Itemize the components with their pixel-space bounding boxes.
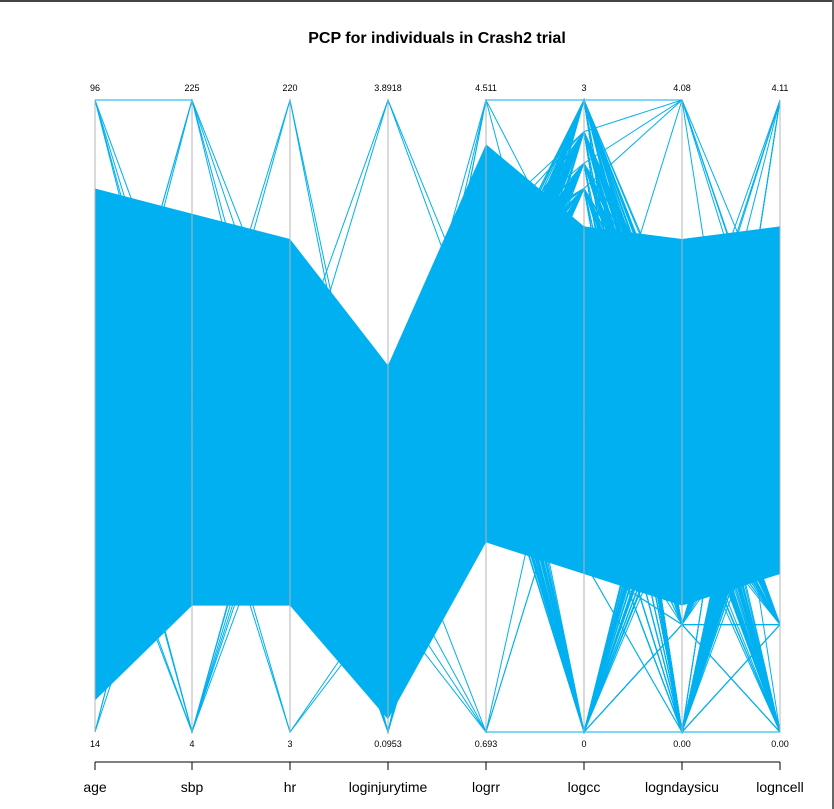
axis-name-sbp: sbp bbox=[181, 779, 204, 795]
axis-max-label-logcc: 3 bbox=[581, 83, 586, 93]
axis-max-label-loginjurytime: 3.8918 bbox=[374, 83, 402, 93]
axis-min-label-logcc: 0 bbox=[581, 739, 586, 749]
right-border bbox=[832, 0, 834, 809]
axis-min-label-hr: 3 bbox=[287, 739, 292, 749]
individual-line bbox=[94, 161, 781, 733]
axis-min-label-logncell: 0.00 bbox=[771, 739, 789, 749]
axis-max-label-hr: 220 bbox=[282, 83, 297, 93]
axis-name-logcc: logcc bbox=[568, 779, 601, 795]
axis-name-logndaysicu: logndaysicu bbox=[645, 779, 719, 795]
individual-line bbox=[94, 99, 781, 470]
axis-max-label-sbp: 225 bbox=[184, 83, 199, 93]
individual-line bbox=[94, 98, 781, 562]
axis-name-hr: hr bbox=[284, 779, 297, 795]
individual-line bbox=[94, 328, 780, 733]
individual-line bbox=[94, 98, 781, 475]
individual-line bbox=[94, 368, 781, 608]
axis-name-loginjurytime: loginjurytime bbox=[349, 779, 428, 795]
individual-line bbox=[94, 187, 781, 634]
individual-line bbox=[94, 291, 781, 734]
polylines-layer bbox=[94, 98, 781, 734]
individual-line bbox=[94, 130, 781, 520]
bottom-axis: age sbp hr loginjurytime logrr logcc logndaysi… bbox=[83, 761, 804, 795]
individual-line bbox=[94, 307, 781, 616]
individual-line bbox=[94, 225, 780, 626]
individual-line bbox=[94, 365, 781, 569]
individual-line bbox=[94, 332, 781, 733]
axis-name-logncell: logncell bbox=[756, 779, 803, 795]
individual-line bbox=[94, 99, 781, 734]
axis-name-age: age bbox=[83, 779, 107, 795]
individual-line bbox=[95, 99, 781, 733]
individual-line bbox=[94, 98, 780, 733]
axis-name-logrr: logrr bbox=[472, 779, 500, 795]
individual-line bbox=[94, 98, 781, 648]
chart-title: PCP for individuals in Crash2 trial bbox=[308, 30, 566, 47]
axis-min-label-logrr: 0.693 bbox=[475, 739, 498, 749]
individual-line bbox=[94, 282, 781, 563]
axis-min-label-loginjurytime: 0.0953 bbox=[374, 739, 402, 749]
axis-min-label-age: 14 bbox=[90, 739, 100, 749]
axes-layer: 96 14 225 4 220 3 3.8918 0.0953 4.511 0.693 3 0 4.08… bbox=[90, 83, 789, 749]
axis-max-label-logrr: 4.511 bbox=[475, 83, 497, 93]
individual-line bbox=[94, 99, 781, 734]
top-border bbox=[0, 0, 834, 2]
individual-line bbox=[94, 98, 781, 734]
individual-line bbox=[94, 99, 781, 605]
individual-line bbox=[94, 99, 781, 733]
axis-min-label-sbp: 4 bbox=[189, 739, 194, 749]
individual-line bbox=[94, 99, 781, 549]
individual-line bbox=[94, 162, 781, 734]
axis-max-label-age: 96 bbox=[90, 83, 100, 93]
individual-line bbox=[94, 274, 781, 734]
axis-max-label-logncell: 4.11 bbox=[772, 83, 789, 93]
axis-max-label-logndaysicu: 4.08 bbox=[673, 83, 691, 93]
individual-line bbox=[94, 289, 781, 734]
individual-line bbox=[94, 334, 781, 734]
axis-min-label-logndaysicu: 0.00 bbox=[673, 739, 691, 749]
individual-line bbox=[94, 296, 781, 633]
individual-line bbox=[94, 99, 781, 734]
individual-line bbox=[94, 225, 781, 734]
individual-line bbox=[94, 378, 781, 734]
